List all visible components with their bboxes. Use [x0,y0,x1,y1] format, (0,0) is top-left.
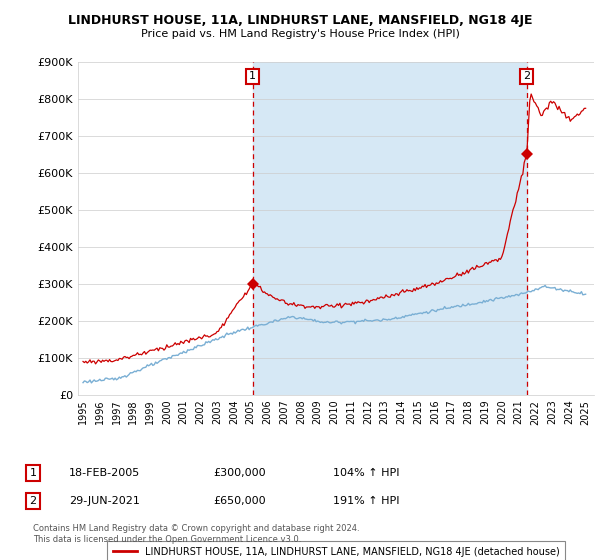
Text: 1: 1 [29,468,37,478]
Text: 29-JUN-2021: 29-JUN-2021 [69,496,140,506]
Text: Price paid vs. HM Land Registry's House Price Index (HPI): Price paid vs. HM Land Registry's House … [140,29,460,39]
Text: 2: 2 [523,72,530,81]
Text: 104% ↑ HPI: 104% ↑ HPI [333,468,400,478]
Text: 18-FEB-2005: 18-FEB-2005 [69,468,140,478]
Text: 2: 2 [29,496,37,506]
Text: LINDHURST HOUSE, 11A, LINDHURST LANE, MANSFIELD, NG18 4JE: LINDHURST HOUSE, 11A, LINDHURST LANE, MA… [68,14,532,27]
Text: 191% ↑ HPI: 191% ↑ HPI [333,496,400,506]
Text: £650,000: £650,000 [213,496,266,506]
Text: Contains HM Land Registry data © Crown copyright and database right 2024.
This d: Contains HM Land Registry data © Crown c… [33,524,359,544]
Legend: LINDHURST HOUSE, 11A, LINDHURST LANE, MANSFIELD, NG18 4JE (detached house), HPI:: LINDHURST HOUSE, 11A, LINDHURST LANE, MA… [107,541,565,560]
Text: 1: 1 [249,72,256,81]
Bar [253,62,527,395]
Text: £300,000: £300,000 [213,468,266,478]
